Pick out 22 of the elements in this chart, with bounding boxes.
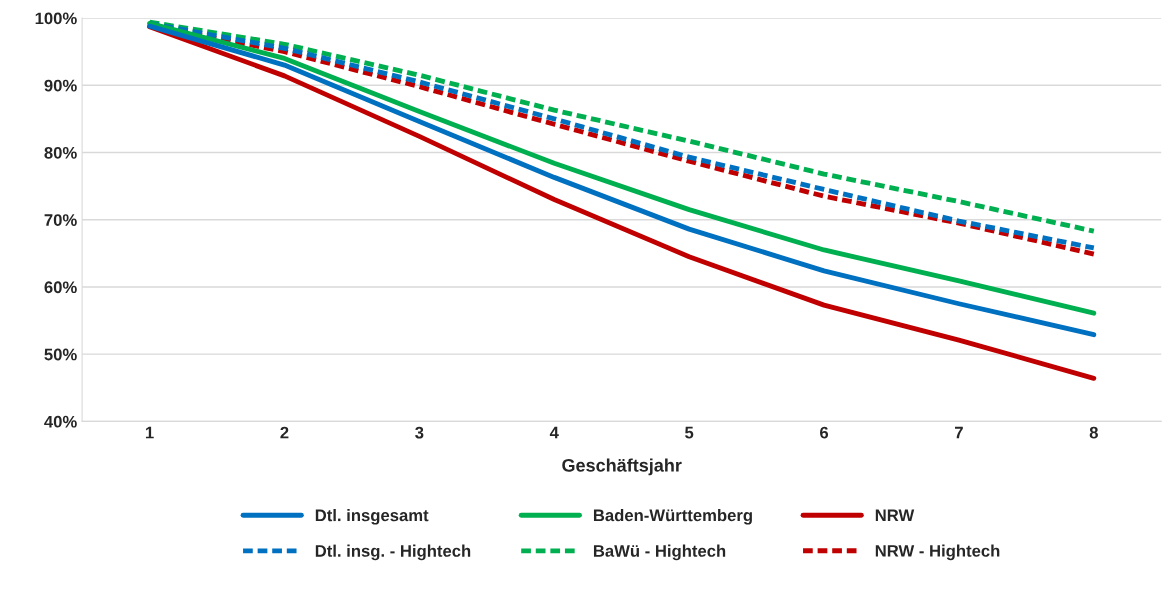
y-tick-label: 50% xyxy=(44,348,77,361)
y-tick-label: 60% xyxy=(44,281,77,294)
x-tick-label: 3 xyxy=(415,426,424,439)
y-tick-label: 70% xyxy=(44,214,77,226)
x-tick-label: 6 xyxy=(820,426,829,439)
legend-label: Dtl. insg. - Hightech xyxy=(315,544,471,561)
x-tick-label: 2 xyxy=(280,426,289,439)
x-tick-label: 4 xyxy=(549,426,559,439)
x-tick-label: 7 xyxy=(955,426,963,439)
y-tick-label: 100% xyxy=(35,12,77,25)
x-tick-label: 1 xyxy=(145,426,154,439)
legend-label: Dtl. insgesamt xyxy=(315,509,429,525)
y-tick-label: 80% xyxy=(44,146,77,159)
legend-label: NRW - Hightech xyxy=(875,544,1000,561)
legend-label: BaWü - Hightech xyxy=(593,544,726,561)
legend-label: NRW xyxy=(875,509,915,522)
y-tick-label: 40% xyxy=(44,415,77,428)
x-tick-label: 5 xyxy=(685,426,694,439)
y-tick-label: 90% xyxy=(44,79,77,92)
x-axis-title: Geschäftsjahr xyxy=(562,458,682,476)
x-tick-label: 8 xyxy=(1089,426,1098,439)
legend-label: Baden-Württemberg xyxy=(593,509,752,525)
